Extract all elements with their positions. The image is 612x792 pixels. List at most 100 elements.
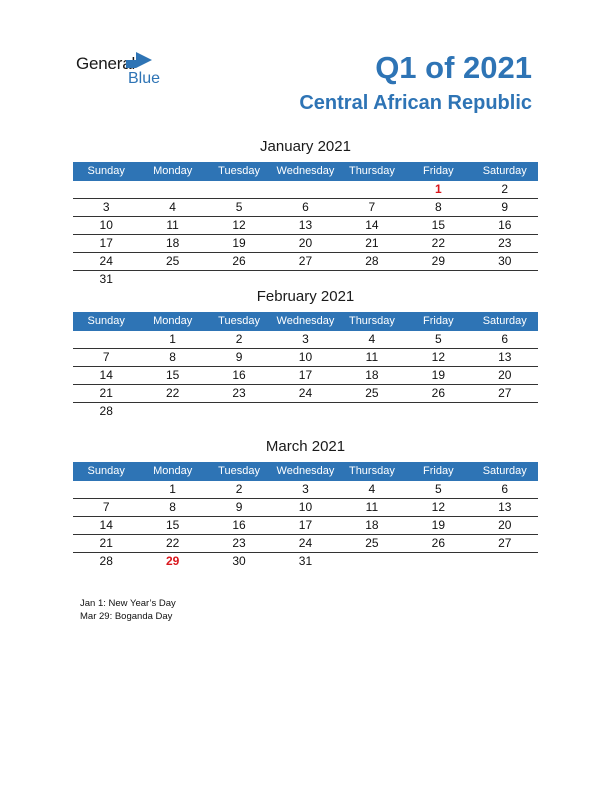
day-cell: 17 bbox=[298, 368, 313, 382]
day-cell: 8 bbox=[169, 350, 176, 364]
day-cell: 4 bbox=[169, 200, 176, 214]
day-cell: 31 bbox=[99, 272, 113, 286]
logo: General Blue bbox=[76, 52, 176, 88]
day-cell: 28 bbox=[99, 404, 113, 418]
day-cell: 4 bbox=[368, 482, 376, 496]
day-cell: 2 bbox=[501, 182, 509, 196]
weekday-label: Sunday bbox=[87, 465, 125, 477]
day-cell: 3 bbox=[302, 332, 309, 346]
weekday-label: Friday bbox=[423, 315, 454, 327]
day-cell bbox=[206, 403, 272, 420]
day-cell bbox=[206, 181, 272, 198]
day-cell: 26 bbox=[431, 386, 445, 400]
week-row: 21 22 23 24 25 26 27 bbox=[73, 535, 538, 553]
day-cell: 11 bbox=[365, 500, 379, 514]
day-cell: 18 bbox=[165, 236, 180, 250]
day-cell: 6 bbox=[302, 200, 309, 214]
country-name: Central African Republic bbox=[299, 92, 532, 114]
day-cell: 16 bbox=[232, 518, 246, 532]
day-cell: 2 bbox=[235, 332, 243, 346]
day-cell: 29 bbox=[431, 254, 445, 268]
day-cell: 23 bbox=[232, 536, 246, 550]
day-cell: 3 bbox=[102, 200, 110, 214]
day-cell bbox=[339, 403, 405, 420]
weekday-label: Wednesday bbox=[276, 165, 335, 177]
day-cell: 25 bbox=[365, 386, 379, 400]
day-cell bbox=[139, 181, 205, 198]
day-cell: 13 bbox=[498, 350, 512, 364]
day-cell: 14 bbox=[365, 218, 379, 232]
day-cell: 19 bbox=[232, 236, 246, 250]
day-cell: 18 bbox=[365, 518, 379, 532]
day-cell: 5 bbox=[434, 332, 442, 346]
day-cell: 30 bbox=[232, 554, 246, 568]
weekday-label: Sunday bbox=[87, 165, 125, 177]
month-calendar: January 2021 Sunday Monday Tuesday Wednesday… bbox=[73, 137, 538, 288]
weekday-label: Monday bbox=[153, 465, 193, 477]
day-cell: 24 bbox=[99, 254, 113, 268]
day-cell: 17 bbox=[298, 518, 313, 532]
day-cell: 18 bbox=[365, 368, 379, 382]
day-cell: 5 bbox=[434, 482, 442, 496]
day-cell bbox=[73, 181, 139, 198]
day-cell bbox=[73, 481, 139, 498]
day-cell bbox=[206, 271, 272, 288]
day-cell: 1 bbox=[169, 482, 176, 496]
day-cell bbox=[339, 181, 405, 198]
day-cell: 20 bbox=[498, 518, 512, 532]
week-row: 7 8 9 10 11 12 13 bbox=[73, 499, 538, 517]
day-cell: 16 bbox=[498, 218, 512, 232]
day-cell: 10 bbox=[99, 218, 113, 232]
day-cell: 11 bbox=[365, 350, 379, 364]
day-cell: 16 bbox=[232, 368, 246, 382]
day-cell: 15 bbox=[431, 218, 445, 232]
day-cell: 21 bbox=[99, 536, 113, 550]
day-cell: 25 bbox=[165, 254, 180, 268]
weekday-label: Monday bbox=[153, 165, 193, 177]
week-row: 24 25 26 27 28 29 30 bbox=[73, 253, 538, 271]
weekday-label: Saturday bbox=[482, 315, 527, 327]
day-cell: 6 bbox=[501, 482, 509, 496]
day-cell bbox=[472, 271, 538, 288]
day-cell: 26 bbox=[431, 536, 445, 550]
weekday-header: Sunday Monday Tuesday Wednesday Thursday Frid… bbox=[73, 312, 538, 331]
day-cell: 12 bbox=[232, 218, 246, 232]
day-cell: 23 bbox=[498, 236, 512, 250]
week-row: 14 15 16 17 18 19 20 bbox=[73, 367, 538, 385]
weekday-label: Friday bbox=[423, 165, 454, 177]
week-row: 14 15 16 17 18 19 20 bbox=[73, 517, 538, 535]
weekday-label: Monday bbox=[153, 315, 193, 327]
holiday-date: 29 bbox=[165, 554, 180, 568]
weekday-label: Tuesday bbox=[218, 465, 260, 477]
week-row: 1 2 3 4 5 6 bbox=[73, 331, 538, 349]
holiday-date: 1 bbox=[434, 182, 442, 196]
day-cell bbox=[405, 403, 471, 420]
week-row: 28 bbox=[73, 403, 538, 420]
logo-blue-text: Blue bbox=[128, 70, 161, 87]
day-cell bbox=[405, 553, 471, 570]
day-cell: 4 bbox=[368, 332, 376, 346]
day-cell: 25 bbox=[365, 536, 379, 550]
day-cell: 19 bbox=[431, 368, 445, 382]
holiday-notes: Jan 1: New Year’s Day Mar 29: Boganda Day bbox=[80, 597, 176, 623]
holiday-note: Mar 29: Boganda Day bbox=[80, 611, 173, 622]
day-cell: 9 bbox=[235, 350, 243, 364]
month-calendar: March 2021 Sunday Monday Tuesday Wednesday Th… bbox=[73, 437, 538, 570]
day-cell: 1 bbox=[169, 332, 176, 346]
day-cell: 12 bbox=[431, 500, 445, 514]
month-title: January 2021 bbox=[260, 138, 351, 155]
day-cell: 28 bbox=[99, 554, 113, 568]
day-cell: 15 bbox=[165, 368, 180, 382]
day-cell: 9 bbox=[235, 500, 243, 514]
day-cell: 21 bbox=[365, 236, 379, 250]
day-cell: 8 bbox=[434, 200, 442, 214]
day-cell bbox=[272, 271, 338, 288]
day-cell: 7 bbox=[102, 350, 110, 364]
day-cell: 27 bbox=[498, 386, 512, 400]
weekday-label: Tuesday bbox=[218, 165, 260, 177]
day-cell: 23 bbox=[232, 386, 246, 400]
page-title: Q1 of 2021 bbox=[375, 50, 532, 85]
day-cell: 7 bbox=[368, 200, 376, 214]
day-cell: 2 bbox=[235, 482, 243, 496]
weekday-label: Tuesday bbox=[218, 315, 260, 327]
